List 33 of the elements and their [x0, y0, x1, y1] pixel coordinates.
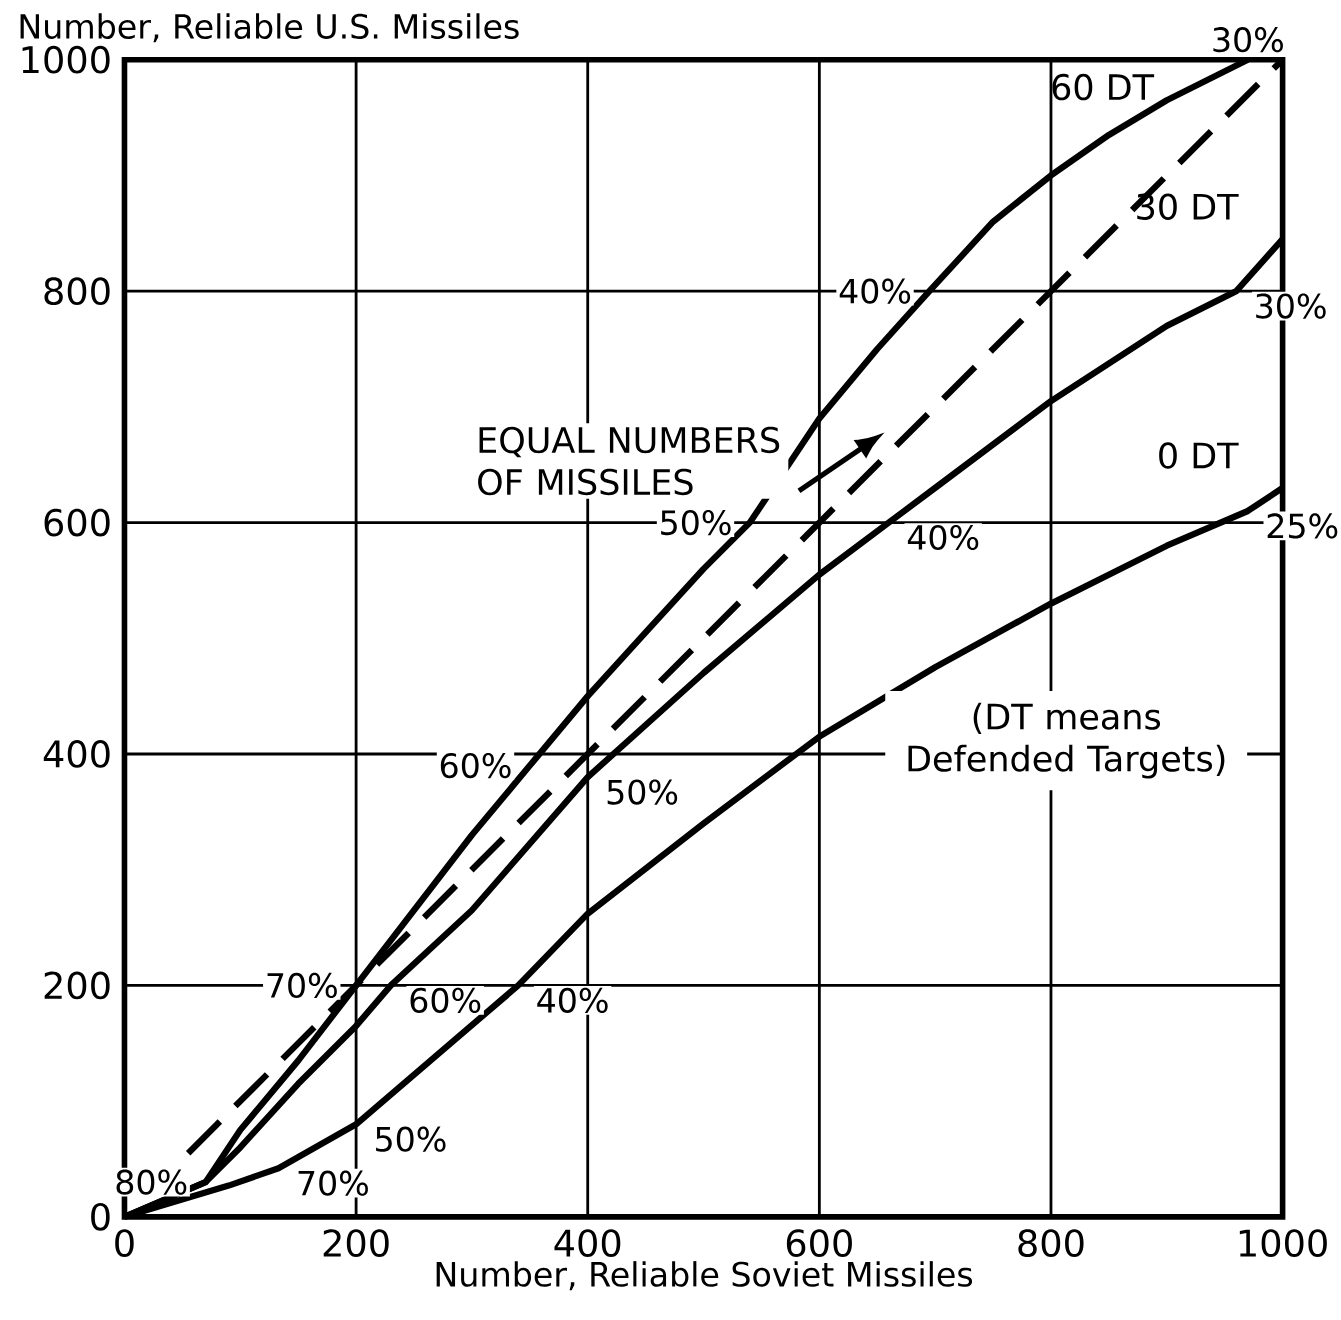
series-label: 60 DT: [1052, 73, 1155, 101]
annotation: 25%: [1267, 513, 1338, 539]
x-tick-label: 600: [786, 1229, 852, 1257]
annotation: (DT means Defended Targets): [908, 702, 1225, 779]
annotation: 30%: [1256, 293, 1326, 319]
x-tick-label: 200: [323, 1229, 389, 1257]
annotation: 60%: [440, 752, 511, 778]
annotation: 50%: [661, 509, 731, 535]
x-tick-label: 0: [115, 1229, 134, 1257]
x-axis-title: Number, Reliable Soviet Missiles: [436, 1260, 973, 1291]
annotation: EQUAL NUMBERS OF MISSILES: [478, 426, 780, 496]
y-tick-label: 200: [44, 971, 110, 1000]
x-tick-label: 800: [1018, 1229, 1084, 1257]
series-label: 30 DT: [1137, 193, 1239, 220]
annotation: 40%: [839, 278, 911, 304]
annotation: 50%: [607, 779, 678, 805]
y-tick-label: 0: [91, 1202, 110, 1231]
annotation: 50%: [376, 1126, 446, 1152]
y-tick-label: 800: [44, 277, 110, 305]
y-tick-label: 600: [44, 508, 110, 537]
annotation: 70%: [267, 972, 337, 998]
x-tick-label: 1000: [1239, 1229, 1327, 1257]
annotation: 60%: [410, 987, 481, 1013]
annotation: 40%: [907, 524, 979, 550]
y-tick-label: 400: [43, 739, 110, 768]
annotation: 40%: [537, 987, 608, 1013]
annotation: 80%: [116, 1169, 187, 1195]
y-axis-title: Number, Reliable U.S. Missiles: [20, 13, 519, 43]
x-tick-label: 400: [554, 1229, 621, 1257]
y-tick-label: 1000: [22, 45, 110, 74]
annotation: 70%: [298, 1170, 368, 1196]
series-label: 0 DT: [1159, 442, 1239, 469]
annotation: 30%: [1213, 26, 1283, 53]
